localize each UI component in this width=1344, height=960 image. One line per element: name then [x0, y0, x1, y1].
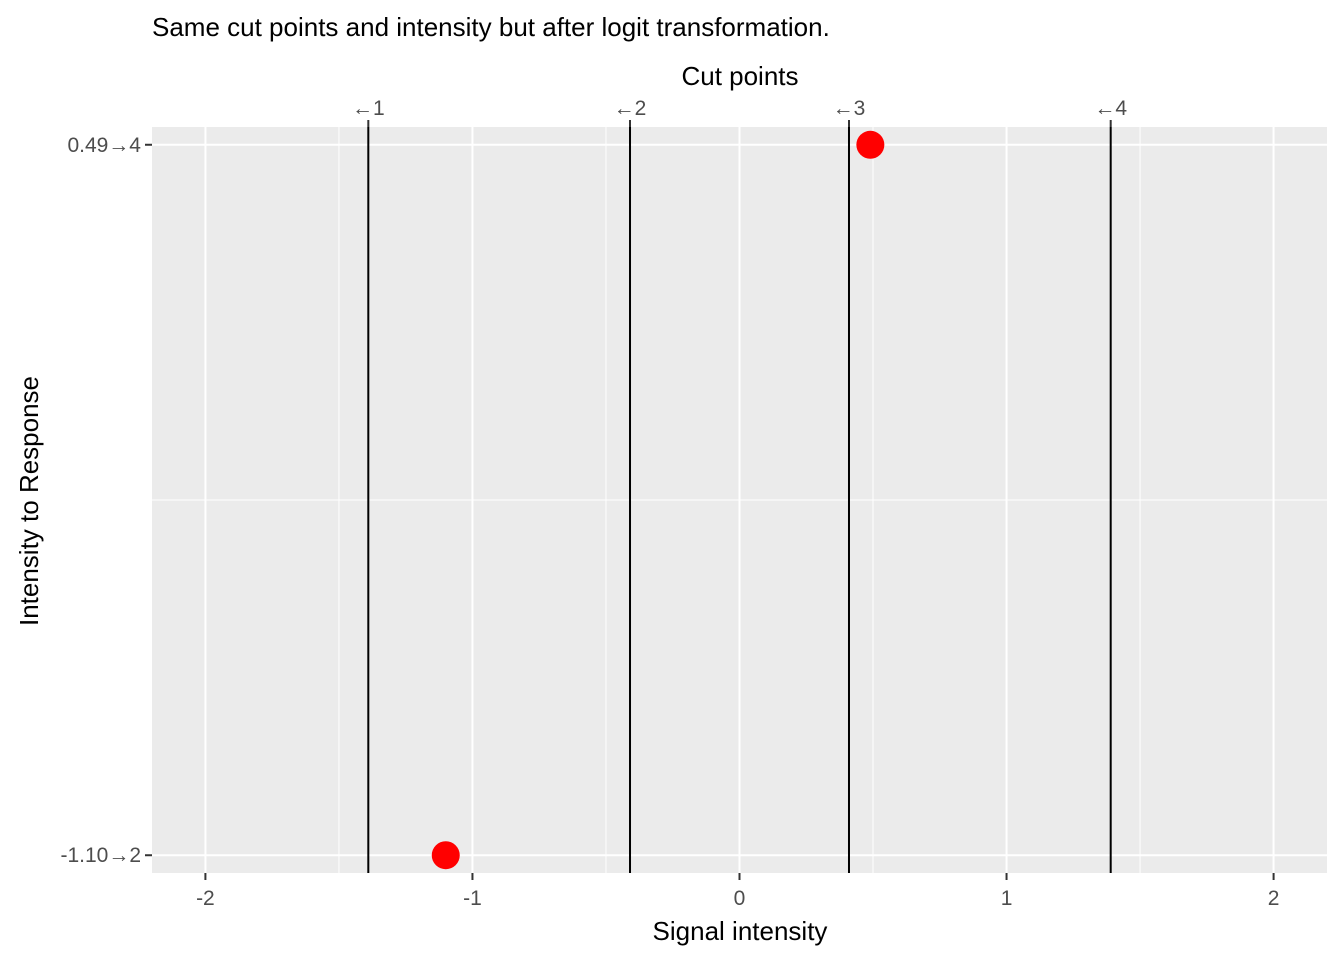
cut-point-label-3: ←3 — [833, 97, 866, 120]
x-tick-label: -2 — [196, 887, 215, 910]
x-tick-label: -1 — [463, 887, 482, 910]
cut-point-label-1: ←1 — [352, 97, 385, 120]
cut-point-lines: ←1 ←2 ←3 ←4 — [352, 97, 1127, 873]
x-tick-label: 0 — [734, 887, 746, 910]
data-point-2 — [856, 130, 885, 159]
grid-lines — [152, 127, 1327, 873]
chart-title: Same cut points and intensity but after … — [152, 12, 830, 42]
data-points — [431, 130, 885, 870]
x-tick-label: 2 — [1268, 887, 1280, 910]
cut-point-label-2: ←2 — [614, 97, 647, 120]
y-axis-title: Intensity to Response — [14, 376, 44, 626]
x-tick-label: 1 — [1001, 887, 1013, 910]
y-tick-label: 0.49→4 — [67, 134, 141, 157]
y-tick-label: -1.10→2 — [60, 844, 141, 867]
cut-point-label-4: ←4 — [1094, 97, 1127, 120]
axes: -2 -1 0 1 2 -1.10→2 0.49→4 — [60, 134, 1279, 910]
x-axis-title: Signal intensity — [653, 916, 828, 946]
top-axis-title: Cut points — [681, 61, 798, 91]
data-point-1 — [431, 841, 460, 870]
